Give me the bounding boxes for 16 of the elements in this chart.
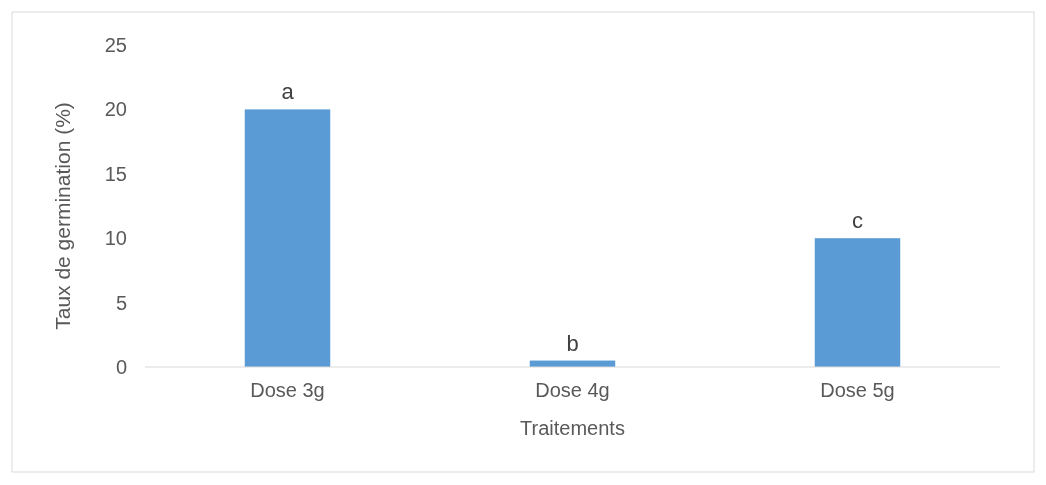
x-tick-label: Dose 3g bbox=[250, 379, 325, 401]
y-tick-label: 10 bbox=[104, 227, 127, 250]
x-tick-label: Dose 5g bbox=[820, 379, 895, 401]
y-tick-label: 5 bbox=[115, 291, 127, 314]
annotation: b bbox=[566, 330, 579, 356]
x-tick-label: Dose 4g bbox=[535, 379, 610, 401]
bar bbox=[244, 109, 331, 367]
y-axis-title: Taux de germination (%) bbox=[51, 102, 74, 330]
x-axis-title: Traitements bbox=[520, 417, 625, 439]
y-tick-label: 20 bbox=[104, 98, 127, 121]
annotation: a bbox=[281, 79, 295, 105]
y-tick-label: 25 bbox=[104, 34, 127, 56]
bar bbox=[814, 238, 901, 367]
y-tick-label: 15 bbox=[104, 162, 127, 185]
y-tick-label: 0 bbox=[115, 356, 127, 378]
annotation: c bbox=[852, 208, 863, 234]
